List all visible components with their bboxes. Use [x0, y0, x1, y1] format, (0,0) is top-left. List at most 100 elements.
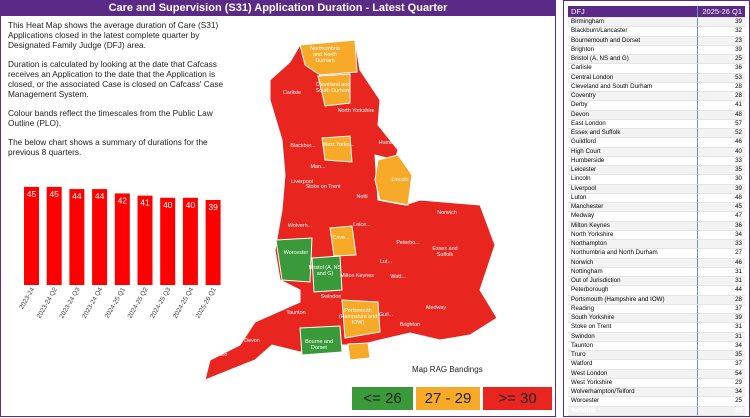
table-cell: Coventry — [568, 92, 698, 101]
map-label: Medway — [425, 305, 447, 311]
table-cell: Northumbria and North Durham — [568, 249, 698, 258]
table-cell: 36 — [735, 221, 742, 229]
table-cell: Taunton — [568, 341, 698, 350]
table-row: Norwich 46 — [568, 258, 745, 268]
table-cell: West Yorkshire — [568, 378, 698, 387]
map-region — [321, 135, 353, 163]
table-cell: 30 — [735, 175, 742, 183]
table-cell: 28 — [735, 295, 742, 303]
x-tick-label: 2023-24 Q3 — [58, 286, 81, 320]
table-row: Peterborough 44 — [568, 286, 745, 296]
map-label: West Yorks... — [322, 142, 354, 148]
chart: 45 2023-24 45 2023-24 Q2 44 2023-24 Q3 44 2023-… — [18, 39, 498, 381]
table-row: South Yorkshire 39 — [568, 314, 745, 324]
x-tick-label: 2023-24 Q4 — [81, 286, 104, 320]
table-cell: 34 — [735, 388, 742, 395]
table-cell: 46 — [735, 138, 742, 146]
table-cell: 25 — [735, 397, 742, 405]
map-label: Stoke on Trent — [305, 184, 341, 190]
table-row: Stoke on Trent 31 — [568, 323, 745, 333]
table-row: Truro 35 — [568, 351, 745, 361]
table-row: Lincoln 30 — [568, 175, 745, 185]
table-cell: 48 — [735, 193, 742, 201]
map-region — [374, 154, 413, 206]
map-label: Swindon — [320, 294, 342, 300]
x-tick-label: 2024-25 Q1 — [104, 286, 127, 320]
table: DFJ 2025-26 Q1 Birmingham 39 Blackburn/Lanca… — [568, 6, 745, 416]
table-cell: Reading — [568, 304, 698, 313]
table-row: Devon 48 — [568, 110, 745, 120]
map-label: Peterbo... — [396, 240, 420, 246]
table-cell: Truro — [568, 351, 698, 360]
table-row: Northampton 33 — [568, 240, 745, 250]
table-cell: Lincoln — [568, 175, 698, 184]
table-cell: 37 — [735, 304, 742, 312]
table-row: Luton 48 — [568, 193, 745, 203]
table-row: North Yorkshire 34 — [568, 230, 745, 240]
table-cell: Norwich — [568, 258, 698, 267]
table-cell: 31 — [735, 277, 742, 284]
table-cell: 40 — [735, 147, 742, 155]
table-cell: 39 — [735, 45, 742, 53]
table-cell: 36 — [735, 64, 742, 72]
table-cell: Guildford — [568, 138, 698, 147]
bar — [160, 197, 176, 285]
bar — [114, 193, 130, 285]
map-label: Wolverh... — [287, 223, 313, 229]
table-row: Portsmouth (Hampshire and IOW) 28 — [568, 295, 745, 305]
map-label: Portsmouth (Hampshire and IOW) — [338, 308, 378, 326]
table-row: East London 57 — [568, 119, 745, 129]
bar — [205, 199, 221, 285]
map-label: Cove... — [332, 235, 350, 241]
table-row: Reading 37 — [568, 304, 745, 314]
map-label: Devon — [244, 338, 260, 344]
map-label: Blackbur... — [290, 143, 316, 149]
table-cell: 46 — [735, 258, 742, 266]
table-row: Bournemouth and Dorset 23 — [568, 36, 745, 46]
table-cell: Wolverhampton/Telford — [568, 388, 698, 397]
table-cell: Central London — [568, 73, 698, 82]
map-label: Liverpool — [291, 179, 313, 185]
map-label: Man... — [310, 164, 326, 170]
bar — [92, 189, 108, 285]
table-cell: 27 — [735, 249, 742, 257]
table-cell: Liverpool — [568, 184, 698, 193]
table-cell: 45 — [735, 203, 742, 210]
table-cell: 28 — [735, 82, 742, 90]
table-cell: Brighton — [568, 45, 698, 54]
table-cell: 29 — [735, 378, 742, 386]
table-row: Wolverhampton/Telford 34 — [568, 388, 745, 398]
table-cell: 39 — [735, 406, 742, 414]
x-tick-label: 2023-24 — [18, 286, 36, 310]
table-cell: Medway — [568, 212, 698, 221]
table-cell: 33 — [735, 240, 742, 247]
table-cell: 48 — [735, 110, 742, 118]
table-cell: Worcester — [568, 397, 698, 406]
table-row: High Court 40 — [568, 147, 745, 157]
map-outline — [204, 39, 498, 381]
table-cell: 34 — [735, 341, 742, 349]
table-row: Medway 47 — [568, 212, 745, 222]
legend-band: 27 - 29 — [416, 387, 480, 410]
table-cell: 53 — [735, 73, 742, 81]
table-row: Worcester 25 — [568, 397, 745, 407]
table-cell: 47 — [735, 212, 742, 220]
map-label: Guil... — [378, 312, 394, 318]
table-row: Manchester 45 — [568, 203, 745, 213]
table-cell: South Yorkshire — [568, 314, 698, 323]
table-cell: Leicester — [568, 166, 698, 175]
table-cell: Essex and Suffolk — [568, 129, 698, 138]
map-label: Essex and Suffolk — [432, 246, 458, 258]
table-row: Out of Jurisdiction 31 — [568, 277, 745, 287]
map-label: Northumbria and North Durham — [310, 46, 340, 64]
map-region — [311, 255, 343, 293]
paragraph: Duration is calculated by looking at the… — [8, 59, 224, 99]
table-cell: Milton Keynes — [568, 221, 698, 230]
map-region — [341, 299, 381, 339]
data-label: 40 — [163, 200, 173, 210]
data-label: 39 — [208, 202, 218, 212]
bar — [24, 186, 39, 285]
table-cell: 31 — [735, 323, 742, 331]
table-row: National 39 — [568, 406, 745, 416]
